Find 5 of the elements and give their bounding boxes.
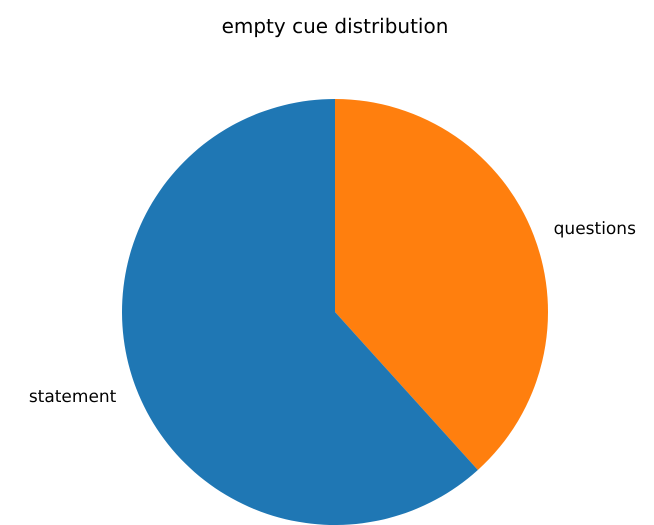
slice-label: statement [28,387,117,408]
pie-slice [122,99,478,525]
chart-title: empty cue distribution [222,14,448,38]
slice-label: questions [554,218,636,239]
pie-slice [335,99,548,470]
